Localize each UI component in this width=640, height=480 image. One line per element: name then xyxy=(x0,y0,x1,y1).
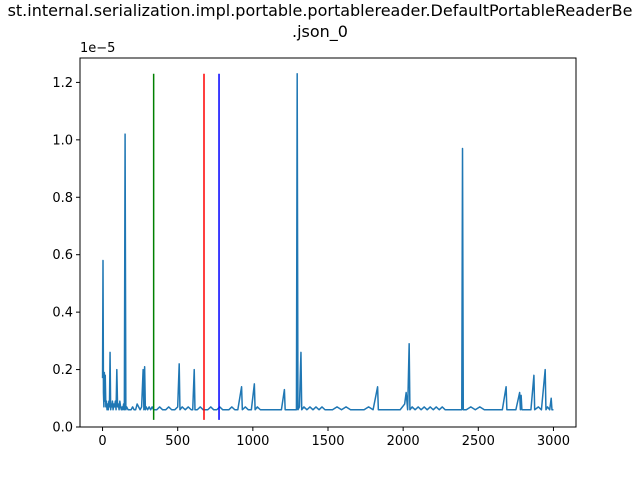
x-tick-label: 3000 xyxy=(537,434,570,449)
chart-title-line-1: st.internal.serialization.impl.portable.… xyxy=(8,1,633,20)
y-tick-label: 0.0 xyxy=(52,421,73,436)
x-tick-label: 500 xyxy=(165,434,190,449)
y-tick-label: 0.4 xyxy=(52,306,73,321)
y-tick-label: 1.2 xyxy=(52,76,73,91)
x-tick-label: 0 xyxy=(98,434,106,449)
plot-area: 0 500 1000 1500 2000 2500 3000 0.0 0.2 0.4 0.6 0.8 1… xyxy=(52,57,577,449)
x-tick-label: 2000 xyxy=(387,434,420,449)
y-tick-label: 0.8 xyxy=(52,191,73,206)
x-tick-label: 2500 xyxy=(462,434,495,449)
y-tick-label: 0.6 xyxy=(52,248,73,263)
axes-frame xyxy=(79,57,577,428)
y-tick-label: 1.0 xyxy=(52,133,73,148)
y-tick-label: 0.2 xyxy=(52,363,73,378)
chart-title-line-2: .json_0 xyxy=(292,22,348,42)
series-line-0 xyxy=(101,73,554,411)
y-axis-multiplier-label: 1e−5 xyxy=(80,41,115,56)
x-tick-label: 1000 xyxy=(236,434,269,449)
x-tick-label: 1500 xyxy=(311,434,344,449)
